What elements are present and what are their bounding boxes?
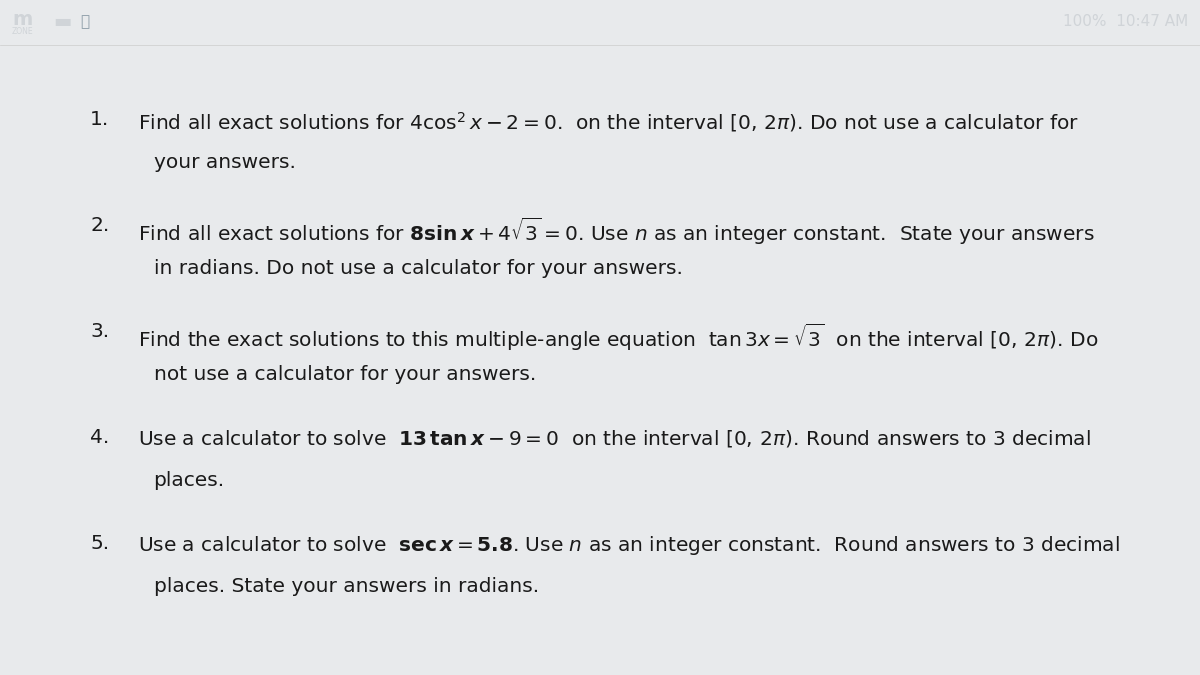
Text: ▬: ▬ [53,13,71,32]
Text: 3.: 3. [90,322,109,342]
Text: 2.: 2. [90,216,109,236]
Text: places.: places. [154,471,224,490]
Text: Use a calculator to solve  $\mathbf{13\,tan}\,\boldsymbol{x} - 9 = 0$  on the in: Use a calculator to solve $\mathbf{13\,t… [138,428,1091,450]
Text: not use a calculator for your answers.: not use a calculator for your answers. [154,365,536,384]
Text: places. State your answers in radians.: places. State your answers in radians. [154,577,539,596]
Text: 4.: 4. [90,428,109,448]
Text: Find all exact solutions for $\mathbf{8}\mathbf{sin}\,\boldsymbol{x} + 4\sqrt{3}: Find all exact solutions for $\mathbf{8}… [138,216,1094,248]
Text: Find all exact solutions for $4\cos^2 x - 2 = 0$.  on the interval $\left[0,\, 2: Find all exact solutions for $4\cos^2 x … [138,110,1079,134]
Text: 5.: 5. [90,535,109,554]
Text: your answers.: your answers. [154,153,295,172]
Text: Use a calculator to solve  $\mathbf{sec}\,\boldsymbol{x} = \mathbf{5.8}$. Use $n: Use a calculator to solve $\mathbf{sec}\… [138,535,1120,558]
Text: ⬜: ⬜ [80,14,90,30]
Text: ZONE: ZONE [12,27,34,36]
Text: in radians. Do not use a calculator for your answers.: in radians. Do not use a calculator for … [154,259,683,278]
Text: 100%  10:47 AM: 100% 10:47 AM [1063,14,1188,30]
Text: Find the exact solutions to this multiple-angle equation  $\tan 3x = \sqrt{3}$  : Find the exact solutions to this multipl… [138,322,1098,354]
Text: 1.: 1. [90,110,109,129]
Text: m: m [12,9,32,28]
